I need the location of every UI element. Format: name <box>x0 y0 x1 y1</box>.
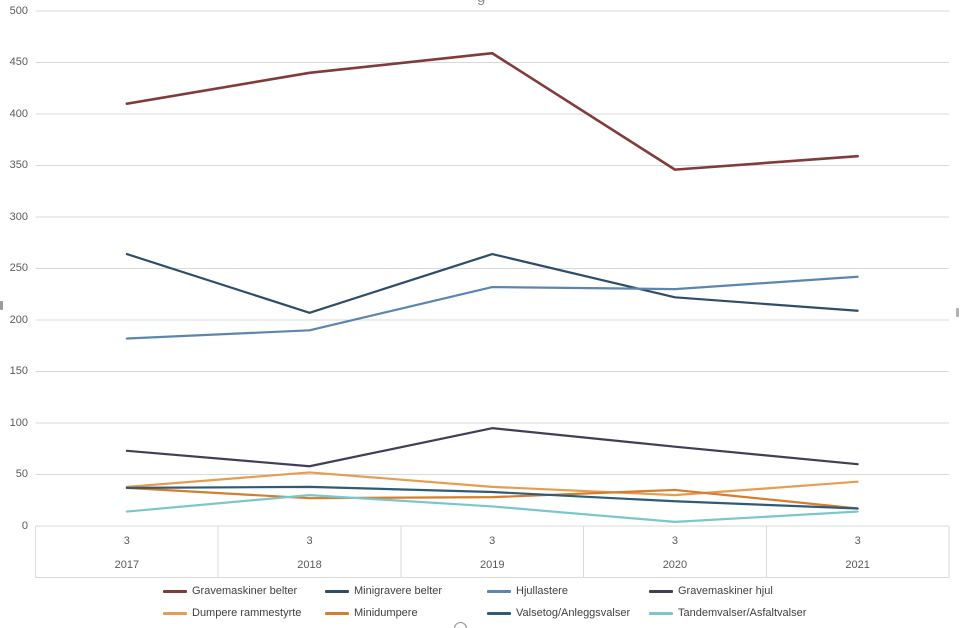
x-axis-period-label: 3 <box>671 535 678 547</box>
x-axis-period-label: 3 <box>123 535 130 547</box>
x-axis-year-label: 2017 <box>114 559 140 571</box>
x-axis-period-label: 3 <box>489 535 496 547</box>
clipped-element-fragment <box>454 622 467 628</box>
legend-item-gravemaskiner-hjul[interactable]: Gravemaskiner hjul <box>649 584 773 598</box>
y-axis-title-fragment <box>0 301 3 310</box>
legend-line-swatch <box>163 589 187 593</box>
x-axis-year-label: 2019 <box>479 559 505 571</box>
series-line-valsetog-anleggsvalser <box>125 485 859 510</box>
legend-label: Minigravere belter <box>354 584 443 597</box>
series-line-minidumpere <box>125 486 859 510</box>
legend-item-dumpere-rammestyrte[interactable]: Dumpere rammestyrte <box>163 606 301 620</box>
legend-label: Tandemvalser/Asfaltvalser <box>678 606 807 619</box>
secondary-axis-title-fragment <box>956 308 959 317</box>
legend-label: Valsetog/Anleggsvalser <box>516 606 631 619</box>
y-tick-label: 200 <box>9 313 28 326</box>
x-axis-year-label: 2020 <box>662 559 688 571</box>
x-axis-year-label: 2021 <box>845 559 870 571</box>
series-line-gravemaskiner-hjul <box>125 427 859 468</box>
legend-line-swatch <box>487 611 511 615</box>
legend-item-tandemvalser-asfaltvalser[interactable]: Tandemvalser/Asfaltvalser <box>649 606 806 620</box>
y-tick-label: 350 <box>9 159 28 171</box>
y-tick-label: 400 <box>9 107 28 120</box>
x-axis-period-label: 3 <box>306 535 313 547</box>
legend-label: Minidumpere <box>354 606 418 619</box>
legend-line-swatch <box>649 611 673 615</box>
legend-label: Hjullastere <box>516 584 568 597</box>
y-tick-label: 250 <box>9 262 28 274</box>
legend-item-valsetog-anleggsvalser[interactable]: Valsetog/Anleggsvalser <box>487 606 630 620</box>
series-line-dumpere-rammestyrte <box>125 471 859 497</box>
legend-line-swatch <box>163 611 187 615</box>
y-tick-label: 50 <box>15 468 28 480</box>
legend-label: Gravemaskiner hjul <box>678 584 773 597</box>
y-tick-label: 450 <box>9 56 28 68</box>
x-axis-year-label: 2018 <box>297 559 322 571</box>
legend-item-hjullastere[interactable]: Hjullastere <box>487 584 568 598</box>
legend-label: Dumpere rammestyrte <box>192 606 302 619</box>
legend-line-swatch <box>325 589 349 593</box>
legend-line-swatch <box>487 589 511 593</box>
legend-item-minidumpere[interactable]: Minidumpere <box>325 606 418 620</box>
series-line-minigravere-belter <box>125 252 859 314</box>
series-line-hjullastere <box>125 275 859 340</box>
y-tick-label: 150 <box>9 365 28 377</box>
legend-line-swatch <box>649 589 673 593</box>
y-tick-label: 500 <box>9 4 28 17</box>
legend-item-gravemaskiner-belter[interactable]: Gravemaskiner belter <box>163 584 297 598</box>
series-line-gravemaskiner-belter <box>125 51 859 171</box>
series-line-tandemvalser-asfaltvalser <box>125 494 859 523</box>
legend-label: Gravemaskiner belter <box>192 584 298 597</box>
legend-item-minigravere-belter[interactable]: Minigravere belter <box>325 584 442 598</box>
y-tick-label: 0 <box>21 519 28 532</box>
legend-line-swatch <box>325 611 349 615</box>
y-tick-label: 300 <box>9 210 28 223</box>
clipped-chart-title: g <box>477 0 485 6</box>
y-tick-label: 100 <box>9 416 28 429</box>
x-axis-period-label: 3 <box>854 535 861 547</box>
